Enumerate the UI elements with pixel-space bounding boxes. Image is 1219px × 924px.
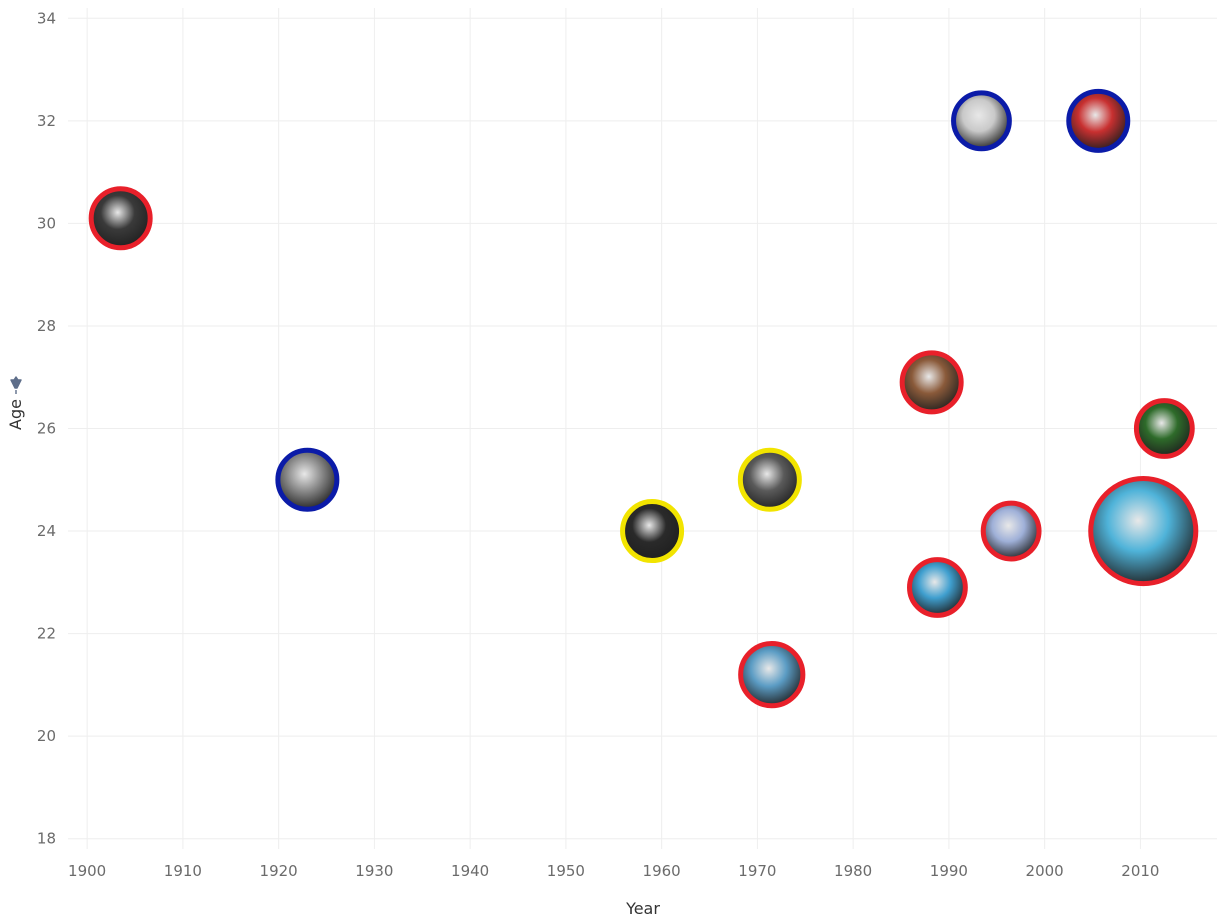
x-tick-label: 2010 — [1121, 862, 1159, 880]
data-point[interactable] — [980, 500, 1042, 562]
data-point[interactable] — [88, 186, 153, 251]
y-tick-label: 32 — [37, 112, 56, 130]
point-ring — [738, 641, 806, 709]
y-tick-label: 28 — [37, 317, 56, 335]
x-tick-label: 1910 — [164, 862, 202, 880]
athlete-photo — [1091, 479, 1196, 584]
x-tick-label: 1960 — [643, 862, 681, 880]
x-tick-label: 1900 — [68, 862, 106, 880]
point-ring — [980, 500, 1042, 562]
x-tick-label: 2000 — [1026, 862, 1064, 880]
data-point[interactable] — [899, 350, 964, 415]
y-axis-title: Age — [6, 399, 25, 430]
point-ring — [1088, 476, 1199, 587]
athlete-photo — [1069, 91, 1128, 150]
data-point[interactable] — [951, 90, 1012, 152]
point-ring — [1066, 88, 1131, 153]
y-axis-ticks: 18 20 22 24 26 28 30 32 34 — [37, 9, 56, 847]
data-point[interactable] — [275, 447, 340, 512]
x-tick-label: 1930 — [355, 862, 393, 880]
point-ring — [1133, 398, 1195, 459]
y-tick-label: 26 — [37, 420, 56, 438]
x-axis-title: Year — [625, 899, 660, 918]
data-point[interactable] — [1066, 88, 1131, 153]
y-tick-label: 24 — [37, 522, 56, 540]
athlete-photo — [740, 450, 799, 509]
data-point[interactable] — [738, 641, 806, 709]
x-tick-label: 1970 — [738, 862, 776, 880]
point-ring — [620, 499, 685, 564]
y-tick-label: 30 — [37, 214, 56, 232]
y-axis-title-group: Age — [6, 376, 25, 430]
data-points — [88, 88, 1199, 709]
data-point[interactable] — [620, 499, 685, 564]
x-tick-label: 1980 — [834, 862, 872, 880]
point-ring — [737, 447, 802, 512]
y-tick-label: 34 — [37, 9, 56, 27]
data-point[interactable] — [907, 557, 968, 618]
x-tick-label: 1950 — [547, 862, 585, 880]
athlete-photo — [91, 189, 150, 248]
athlete-photo — [1136, 401, 1192, 456]
point-ring — [88, 186, 153, 251]
x-tick-label: 1940 — [451, 862, 489, 880]
x-tick-label: 1920 — [260, 862, 298, 880]
data-point[interactable] — [1133, 398, 1195, 459]
grid — [68, 8, 1217, 849]
pin-icon[interactable] — [10, 376, 22, 394]
athlete-photo — [902, 353, 961, 412]
athlete-photo — [954, 93, 1009, 149]
athlete-photo — [983, 503, 1039, 559]
x-tick-label: 1990 — [930, 862, 968, 880]
athlete-photo — [623, 502, 682, 561]
y-tick-label: 18 — [37, 830, 56, 848]
data-point[interactable] — [1088, 476, 1199, 587]
athlete-photo — [278, 450, 337, 509]
point-ring — [275, 447, 340, 512]
athlete-photo — [910, 560, 965, 615]
data-point[interactable] — [737, 447, 802, 512]
point-ring — [907, 557, 968, 618]
x-axis-ticks: 1900 1910 1920 1930 1940 1950 1960 1970 1980 1990… — [68, 862, 1159, 880]
point-ring — [951, 90, 1012, 152]
y-tick-label: 20 — [37, 727, 56, 745]
y-tick-label: 22 — [37, 625, 56, 643]
point-ring — [899, 350, 964, 415]
athlete-photo — [741, 644, 803, 706]
